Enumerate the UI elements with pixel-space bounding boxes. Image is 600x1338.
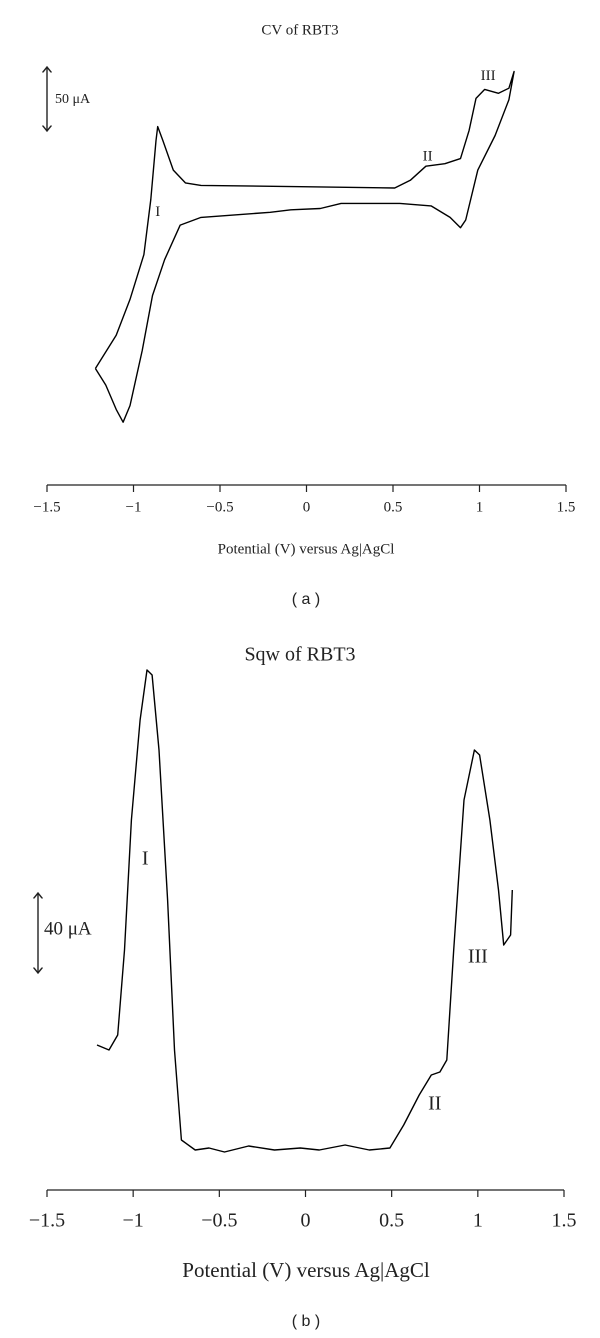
x-tick-label: 0: [303, 499, 311, 515]
x-tick-label: 1: [476, 499, 484, 515]
x-tick-label: −0.5: [201, 1210, 237, 1232]
scale-bar-label: 50 μA: [55, 92, 91, 107]
x-tick-label: −1: [123, 1210, 144, 1232]
chart-title: Sqw of RBT3: [244, 644, 355, 666]
x-axis-label: Potential (V) versus Ag|AgCl: [182, 1258, 430, 1282]
annotation: III: [468, 946, 488, 968]
annotation: I: [155, 204, 160, 220]
x-tick-label: −1: [126, 499, 142, 515]
panel-label: ( a ): [292, 591, 320, 608]
annotation: II: [428, 1093, 441, 1115]
x-tick-label: 0: [301, 1210, 311, 1232]
x-tick-label: 0.5: [384, 499, 403, 515]
scale-bar-label: 40 μA: [44, 918, 92, 939]
chart-title: CV of RBT3: [261, 22, 338, 38]
x-tick-label: 1: [473, 1210, 483, 1232]
panel-label: ( b ): [292, 1313, 320, 1330]
x-tick-label: 1.5: [552, 1210, 577, 1232]
data-line: [96, 669, 513, 1153]
x-tick-label: 1.5: [557, 499, 576, 515]
x-axis-label: Potential (V) versus Ag|AgCl: [218, 541, 395, 557]
data-line: [94, 70, 515, 423]
x-tick-label: −1.5: [29, 1210, 65, 1232]
annotation: II: [423, 149, 433, 165]
x-tick-label: −1.5: [33, 499, 60, 515]
x-tick-label: 0.5: [379, 1210, 404, 1232]
annotation: I: [142, 848, 149, 870]
annotation: III: [481, 68, 496, 84]
x-tick-label: −0.5: [206, 499, 233, 515]
